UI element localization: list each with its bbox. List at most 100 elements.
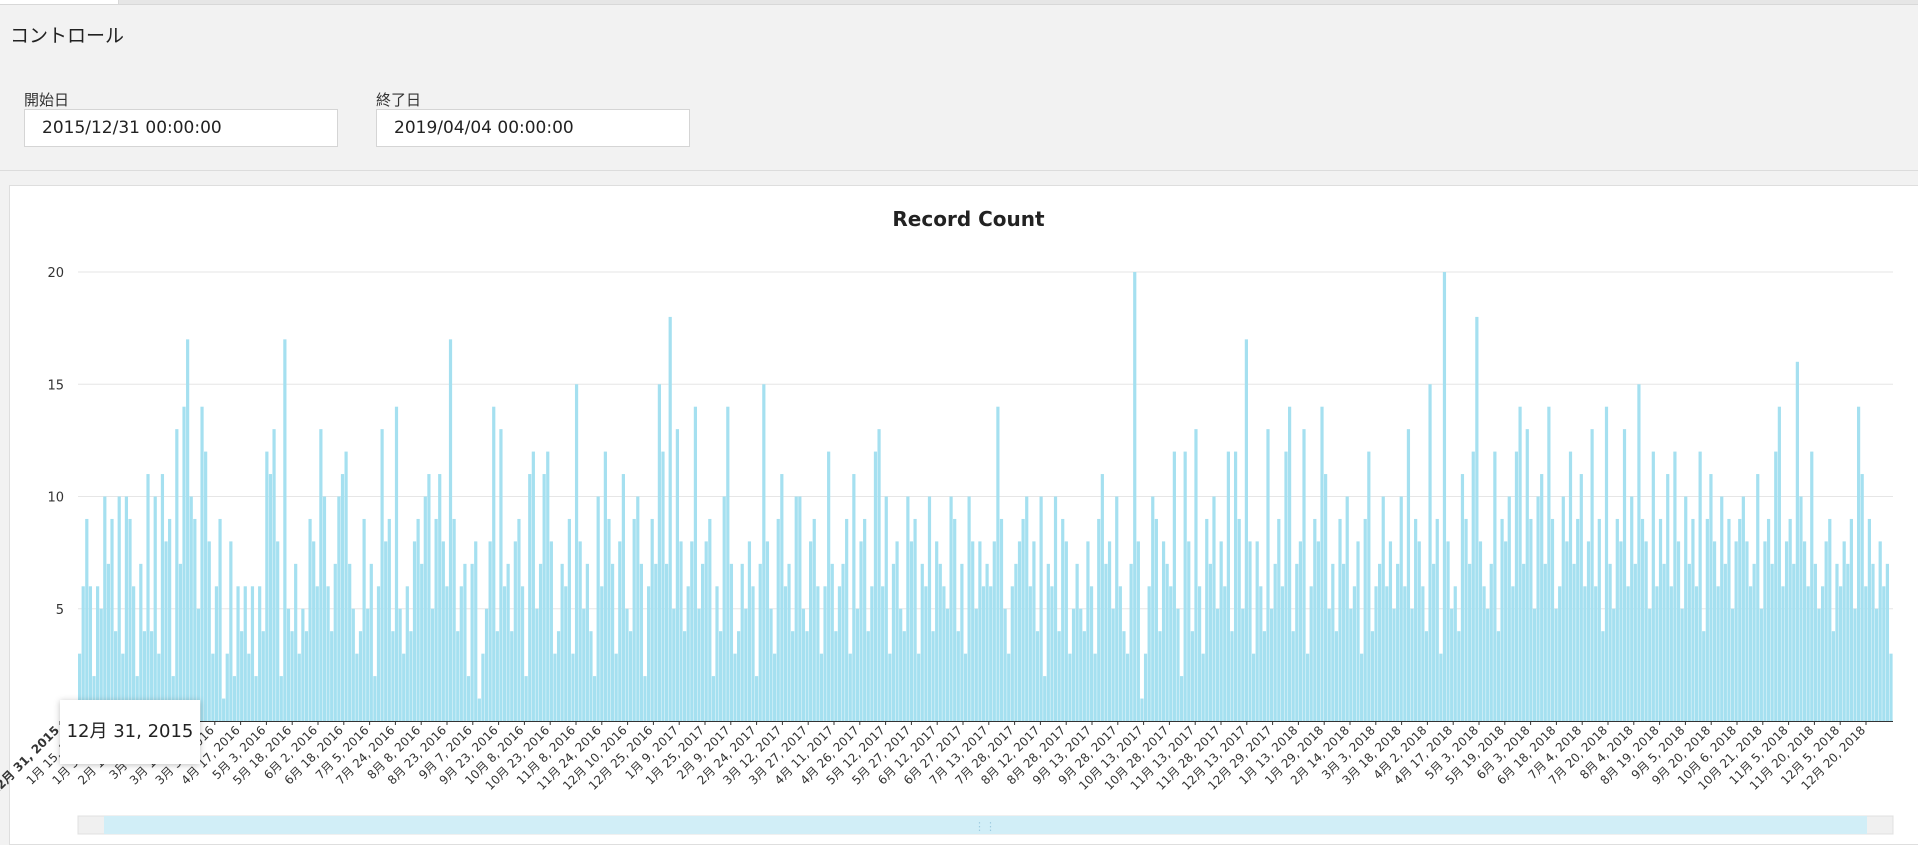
bar (931, 631, 935, 721)
bar (1309, 586, 1313, 721)
bar (783, 586, 788, 721)
bar (1698, 451, 1702, 721)
bar (1810, 451, 1814, 721)
bar (870, 586, 874, 721)
bar (1500, 518, 1504, 721)
bar (1493, 451, 1497, 721)
bar (791, 631, 795, 721)
bar (1885, 563, 1889, 721)
bar (773, 653, 777, 721)
bar (592, 676, 597, 721)
bar (178, 563, 183, 721)
bar (420, 563, 424, 721)
bar (715, 586, 719, 721)
y-tick-label: 15 (47, 378, 64, 393)
bar (1799, 496, 1803, 721)
bar (427, 474, 431, 721)
bar (1266, 429, 1270, 721)
bar (211, 653, 215, 721)
bar (1795, 361, 1799, 721)
bar (841, 563, 845, 721)
bar (1237, 518, 1241, 721)
bar (186, 339, 190, 721)
bar (1388, 541, 1393, 721)
bar (1824, 541, 1828, 721)
bar (668, 316, 672, 721)
bar (474, 541, 478, 721)
top-tab[interactable] (0, 0, 119, 4)
bar (1831, 631, 1835, 721)
bar (1871, 563, 1875, 721)
bar (701, 563, 705, 721)
bar (794, 496, 798, 721)
bar (967, 496, 971, 721)
bar (1039, 496, 1043, 721)
bar (614, 653, 618, 721)
bar (1324, 474, 1328, 721)
end-date-input[interactable]: 2019/04/04 00:00:00 (376, 109, 690, 147)
bar (805, 631, 809, 721)
bar (996, 406, 1000, 721)
bar (398, 608, 402, 721)
bar (1457, 631, 1461, 721)
bar (146, 474, 150, 721)
bar (538, 563, 543, 721)
bar (1428, 384, 1432, 721)
bar (729, 563, 734, 721)
bar (769, 608, 773, 721)
bar (1158, 631, 1162, 721)
bar (171, 676, 175, 721)
bar (913, 518, 917, 721)
bar (1802, 541, 1807, 721)
bar (747, 541, 752, 721)
bar (1208, 563, 1212, 721)
bar (1867, 518, 1871, 721)
bar (434, 518, 438, 721)
bar (981, 586, 986, 721)
bar (812, 518, 816, 721)
bar (1486, 608, 1490, 721)
bar (661, 451, 665, 721)
bar (1226, 451, 1230, 721)
bar (1878, 541, 1882, 721)
bar (1694, 586, 1699, 721)
bar (1003, 608, 1007, 721)
bar (297, 653, 301, 721)
bar (1035, 631, 1040, 721)
bar (1334, 631, 1339, 721)
start-date-input[interactable]: 2015/12/31 00:00:00 (24, 109, 338, 147)
bar (956, 631, 960, 721)
bar (1125, 653, 1130, 721)
bar (639, 563, 643, 721)
bar (1504, 541, 1508, 721)
bar (250, 586, 255, 721)
bar (502, 586, 507, 721)
bar (1032, 541, 1036, 721)
bar (510, 631, 514, 721)
bar (1378, 563, 1382, 721)
bar (322, 496, 327, 721)
bar (1615, 518, 1619, 721)
bar (1558, 586, 1562, 721)
bar (816, 586, 820, 721)
bar (1687, 563, 1691, 721)
bar (899, 608, 903, 721)
bar (1561, 496, 1565, 721)
scrollbar-thumb[interactable] (104, 816, 1867, 834)
bar (1770, 563, 1774, 721)
bar (556, 631, 561, 721)
bar (549, 541, 553, 721)
bar (589, 631, 593, 721)
bar (236, 586, 240, 721)
bar (1514, 451, 1519, 721)
bar (1093, 653, 1097, 721)
bar (265, 451, 269, 721)
bar (330, 631, 334, 721)
bar (1183, 451, 1187, 721)
bar (1133, 272, 1137, 721)
bar (819, 653, 824, 721)
bar (726, 406, 730, 721)
bar (189, 496, 193, 721)
bar (286, 608, 291, 721)
bar (1766, 518, 1771, 721)
